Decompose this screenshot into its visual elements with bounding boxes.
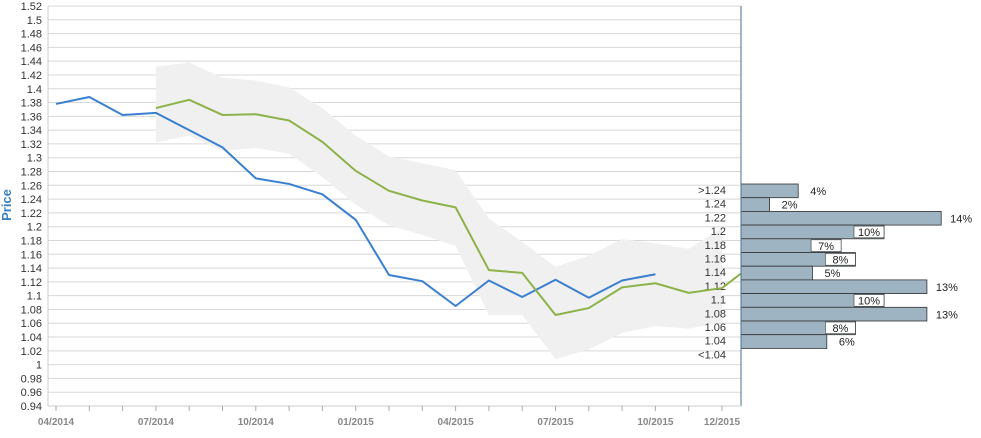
y-tick-label: 1.04 (21, 332, 42, 344)
y-tick-label: 0.98 (21, 373, 42, 385)
distribution-category-label: 1.06 (705, 322, 726, 334)
distribution-bar (740, 265, 813, 281)
distribution-category-label: >1.24 (698, 185, 726, 197)
y-tick-label: 1.06 (21, 318, 42, 330)
distribution-label-box (853, 225, 885, 239)
y-tick-label: 1.24 (21, 194, 42, 206)
distribution-percent-label: 13% (936, 282, 958, 294)
distribution-category-label: 1.1 (711, 295, 726, 307)
distribution-bar (740, 306, 928, 322)
y-axis-label: Price (0, 189, 14, 221)
y-tick-label: 1.12 (21, 277, 42, 289)
distribution-category-label: 1.24 (705, 199, 726, 211)
distribution-label-box (825, 321, 856, 334)
y-tick-label: 1.26 (21, 180, 42, 192)
y-tick-label: 1.16 (21, 249, 42, 261)
y-tick-label: 1.5 (27, 15, 42, 27)
line-series (55, 96, 742, 316)
y-tick-label: 1.1 (27, 291, 42, 303)
distribution-category-label: 1.2 (711, 226, 726, 238)
distribution-bar (740, 183, 799, 199)
distribution-percent-label: 5% (825, 268, 841, 280)
y-tick-label: 1.48 (21, 29, 42, 41)
y-tick-label: 0.94 (21, 401, 42, 413)
distribution-bar (740, 197, 771, 212)
distribution-percent-label: 10% (858, 227, 880, 239)
x-tick-label: 12/2015 (704, 417, 741, 428)
distribution-bar (740, 210, 942, 226)
x-tick-label: 04/2014 (38, 417, 75, 428)
y-tick-label: 1.32 (21, 139, 42, 151)
y-tick-label: 1 (36, 360, 42, 372)
y-tick-label: 1.08 (21, 304, 42, 316)
y-tick-label: 1.52 (21, 1, 42, 13)
x-tick-label: 10/2015 (637, 417, 674, 428)
distribution-category-label: 1.22 (705, 212, 726, 224)
distribution-bar (740, 334, 828, 349)
distribution-category-label: 1.14 (705, 267, 726, 279)
distribution-percent-label: 2% (782, 200, 798, 212)
x-tick-label: 04/2015 (438, 417, 475, 428)
distribution-category-label: 1.08 (705, 308, 726, 320)
y-tick-label: 1.02 (21, 346, 42, 358)
y-tick-label: 1.34 (21, 125, 42, 137)
distribution-category-label: 1.16 (705, 254, 726, 266)
x-tick-label: 10/2014 (238, 417, 275, 428)
y-tick-label: 0.96 (21, 387, 42, 399)
distribution-category-label: <1.04 (698, 349, 726, 361)
y-tick-label: 1.14 (21, 263, 42, 275)
y-tick-label: 1.22 (21, 208, 42, 220)
y-tick-label: 1.4 (27, 84, 42, 96)
distribution-bar (740, 279, 928, 294)
forecast-band-area (155, 62, 722, 360)
distribution-percent-label: 14% (950, 213, 972, 225)
forecast-band (155, 62, 722, 360)
distribution-category-label: 1.04 (705, 336, 726, 348)
distribution-category-label: 1.18 (705, 240, 726, 252)
x-tick-label: 07/2015 (537, 417, 574, 428)
x-tick-label: 01/2015 (338, 417, 375, 428)
y-tick-label: 1.42 (21, 70, 42, 82)
x-tick-label: 07/2014 (138, 417, 175, 428)
distribution-label-box (810, 239, 842, 252)
distribution-percent-label: 13% (936, 309, 958, 321)
distribution-percent-label: 7% (818, 241, 834, 253)
y-tick-label: 1.38 (21, 98, 42, 110)
distribution-label-box (825, 253, 856, 266)
series-line-green (155, 98, 742, 316)
y-tick-label: 1.36 (21, 111, 42, 123)
distribution-label-box (853, 294, 885, 307)
axes: 0.940.960.9811.021.041.061.081.11.121.14… (21, 1, 742, 428)
y-tick-label: 1.28 (21, 167, 42, 179)
distribution-percent-label: 8% (832, 255, 848, 267)
distribution-percent-label: 10% (858, 296, 880, 308)
distribution-percent-label: 6% (839, 337, 855, 349)
distribution-histogram: >1.24 4% 1.24 2% 1.22 14% 1.2 10% 1.18 7% 1.16 8% 1.… (698, 183, 972, 361)
series-line-blue (55, 96, 656, 307)
y-tick-label: 1.46 (21, 42, 42, 54)
y-tick-label: 1.44 (21, 56, 42, 68)
y-tick-label: 1.18 (21, 235, 42, 247)
distribution-percent-label: 4% (810, 186, 826, 198)
y-tick-label: 1.3 (27, 153, 42, 165)
distribution-percent-label: 8% (832, 323, 848, 335)
y-tick-label: 1.2 (27, 222, 42, 234)
